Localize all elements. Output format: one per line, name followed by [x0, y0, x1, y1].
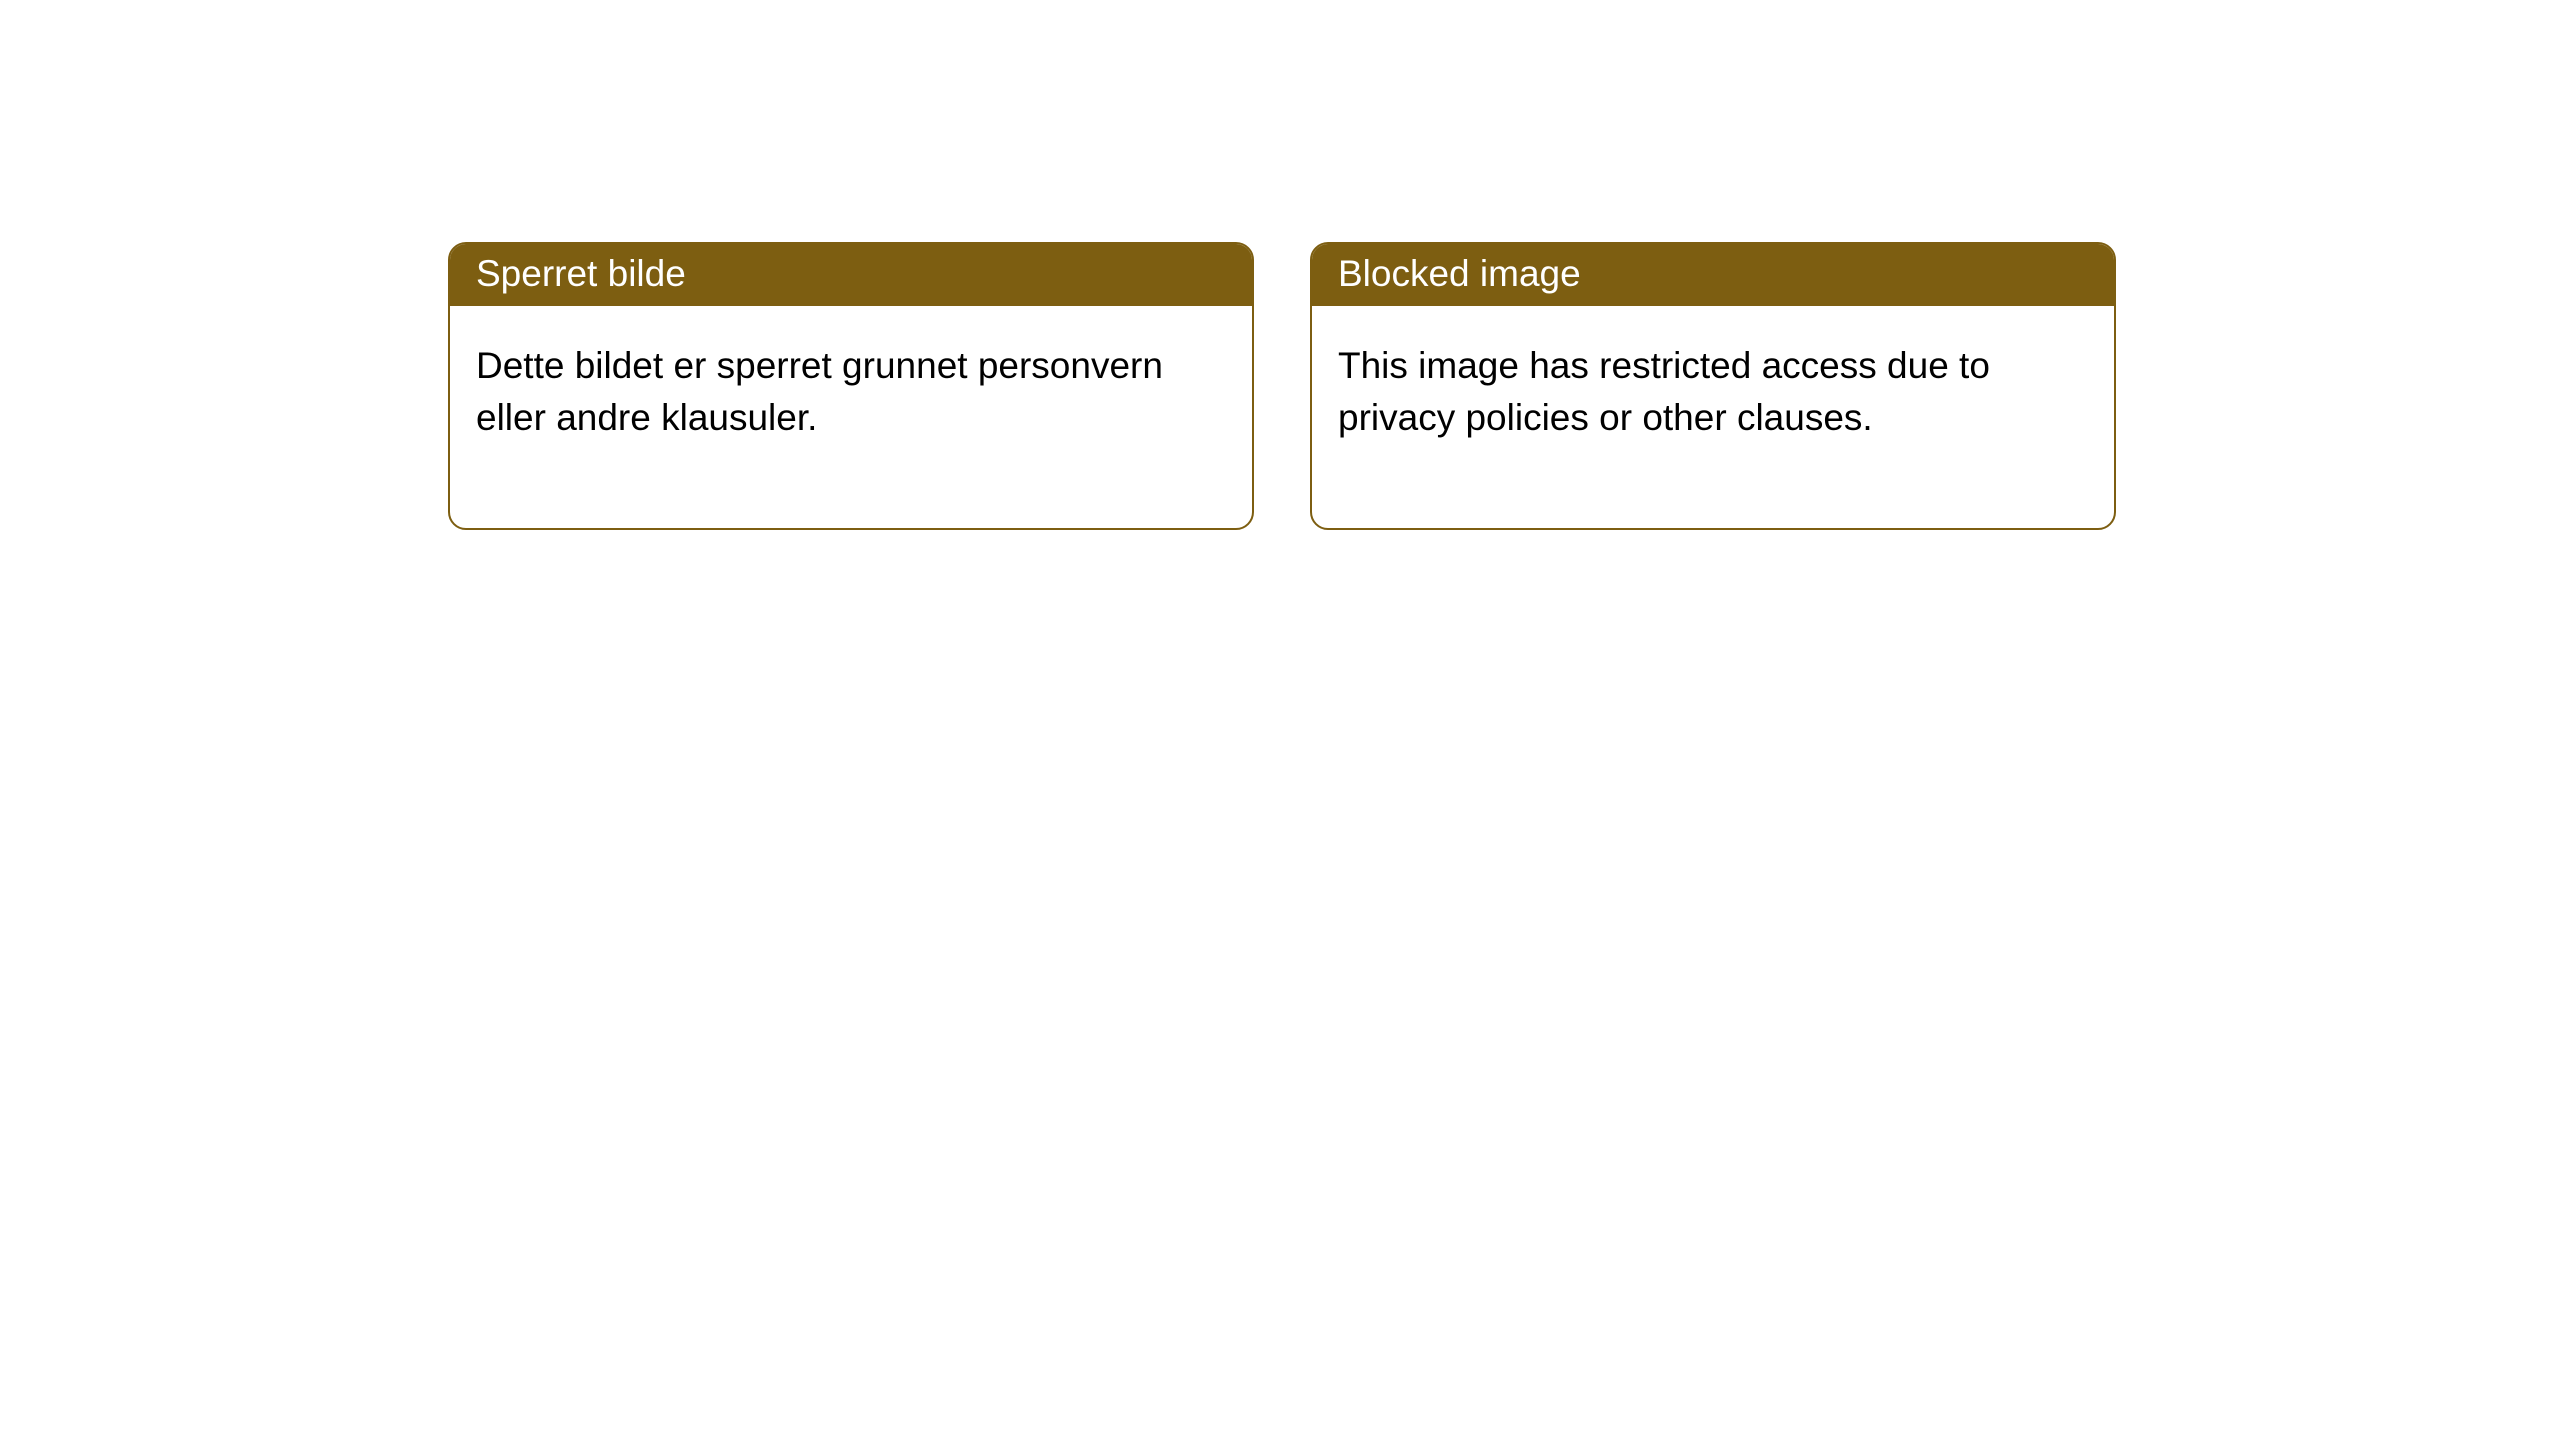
- notice-box-norwegian: Sperret bilde Dette bildet er sperret gr…: [448, 242, 1254, 530]
- notice-header: Sperret bilde: [450, 244, 1252, 306]
- notice-container: Sperret bilde Dette bildet er sperret gr…: [448, 242, 2116, 530]
- notice-body-text: Dette bildet er sperret grunnet personve…: [476, 345, 1163, 438]
- notice-box-english: Blocked image This image has restricted …: [1310, 242, 2116, 530]
- notice-body-text: This image has restricted access due to …: [1338, 345, 1990, 438]
- notice-title: Blocked image: [1338, 253, 1581, 294]
- notice-body: Dette bildet er sperret grunnet personve…: [450, 306, 1252, 528]
- notice-body: This image has restricted access due to …: [1312, 306, 2114, 528]
- notice-header: Blocked image: [1312, 244, 2114, 306]
- notice-title: Sperret bilde: [476, 253, 686, 294]
